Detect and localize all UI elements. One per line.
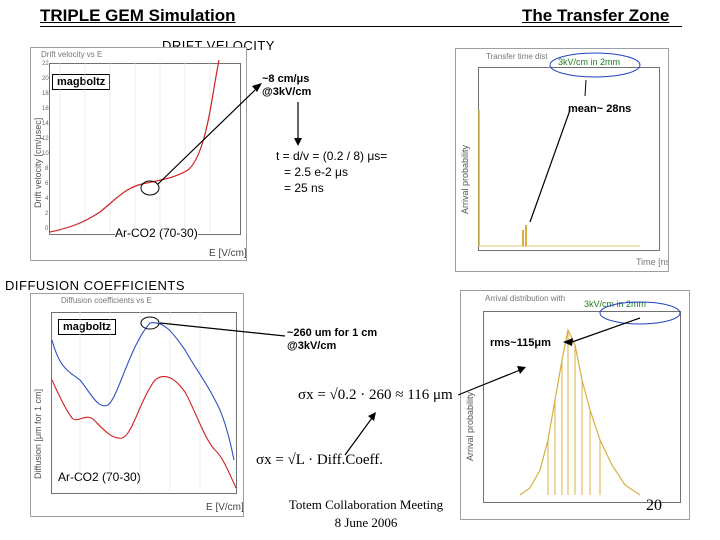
diffusion-grid — [79, 311, 201, 491]
drift-ytick: 18 — [42, 91, 49, 97]
transfer-annotation-ring — [549, 52, 641, 78]
arrow-formula-to-arrival — [457, 369, 521, 396]
drift-ytick: 10 — [42, 151, 49, 157]
sigma-numeric-formula: σx = √0.2 · 260 ≈ 116 μm — [298, 387, 453, 403]
drift-ytick: 14 — [42, 121, 49, 127]
drift-ytick: 16 — [42, 106, 49, 112]
drift-x-label: E [V/cm] — [209, 248, 247, 259]
calc-line-3: = 25 ns — [284, 181, 324, 195]
mean-note: mean~ 28ns — [568, 103, 632, 115]
drift-magboltz-label: magboltz — [52, 74, 111, 90]
transfer-plot-area — [478, 67, 660, 251]
drift-ytick: 2 — [45, 211, 49, 217]
diffusion-curve-red — [51, 375, 237, 489]
transfer-histogram — [478, 110, 640, 247]
diffusion-curve-blue — [51, 322, 235, 461]
drift-ytick: 4 — [45, 196, 49, 202]
diffusion-gas-label: Ar-CO2 (70-30) — [58, 470, 141, 484]
transfer-time-plot-panel: Transfer time dist Arrival probability T… — [455, 48, 669, 272]
diffusion-plot-title: Diffusion coefficients vs E — [61, 296, 152, 305]
diffusion-plot-area — [51, 312, 237, 494]
drift-ytick: 20 — [42, 76, 49, 82]
page-number: 20 — [646, 497, 662, 514]
drift-velocity-value: ~8 cm/μs — [262, 73, 310, 85]
drift-velocity-note: ~8 cm/μs @3kV/cm — [262, 73, 311, 99]
drift-velocity-plot-panel: Drift velocity vs E Drift velocity [cm/μ… — [30, 47, 247, 261]
transfer-plot-title: Transfer time dist — [486, 52, 548, 61]
calc-line-2: = 2.5 e-2 μs — [284, 165, 348, 179]
diffusion-point-marker — [140, 316, 160, 330]
arrival-annotation-ring — [599, 301, 681, 325]
arrival-histogram — [519, 328, 641, 496]
transfer-annotation: 3kV/cm in 2mm — [558, 57, 621, 67]
footer-meeting: Totem Collaboration Meeting — [288, 497, 444, 512]
diffusion-field: @3kV/cm — [287, 340, 337, 352]
arrow-diffusion-to-note — [159, 322, 286, 337]
diffusion-magboltz-label: magboltz — [58, 319, 117, 335]
header-rule — [40, 26, 682, 27]
footer-text: Totem Collaboration Meeting 8 June 2006 — [256, 496, 476, 532]
footer-date: 8 June 2006 — [334, 515, 398, 530]
drift-ytick: 6 — [45, 181, 49, 187]
rms-note: rms~115μm — [490, 337, 551, 349]
arrow-drift-to-note — [157, 89, 256, 185]
arrival-plot-title: Arrival distribution with — [485, 294, 566, 303]
diffusion-value: ~260 um for 1 cm — [287, 327, 378, 339]
slide-subtitle: The Transfer Zone — [522, 6, 670, 25]
sigma-general-formula: σx = √L · Diff.Coeff. — [256, 452, 383, 468]
drift-point-marker — [140, 180, 160, 196]
drift-gas-label: Ar-CO2 (70-30) — [115, 226, 198, 240]
drift-velocity-field: @3kV/cm — [262, 86, 312, 98]
calc-line-1: t = d/v = (0.2 / 8) μs= — [276, 149, 388, 163]
transit-time-calculation: t = d/v = (0.2 / 8) μs= = 2.5 e-2 μs = 2… — [276, 148, 387, 196]
drift-velocity-curve — [49, 59, 220, 233]
drift-plot-area — [49, 63, 241, 235]
diffusion-x-label: E [V/cm] — [206, 502, 244, 513]
transfer-x-label: Time [ns] — [636, 257, 668, 267]
arrival-histogram-bars — [547, 330, 601, 495]
diffusion-value-note: ~260 um for 1 cm @3kV/cm — [287, 327, 377, 353]
arrow-rms — [571, 317, 641, 343]
drift-ytick: 12 — [42, 136, 49, 142]
section-diffusion: DIFFUSION COEFFICIENTS — [5, 278, 185, 293]
arrow-formula-general — [344, 417, 373, 456]
arrow-mean — [529, 109, 571, 223]
drift-grid — [59, 62, 211, 232]
drift-ytick: 0 — [45, 226, 49, 232]
slide-title: TRIPLE GEM Simulation — [40, 6, 236, 25]
drift-ytick: 8 — [45, 166, 49, 172]
drift-plot-title: Drift velocity vs E — [41, 50, 103, 59]
drift-ytick: 22 — [42, 61, 49, 67]
